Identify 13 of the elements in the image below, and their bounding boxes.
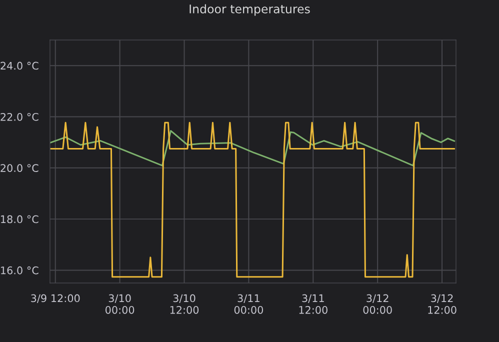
chart-title: Indoor temperatures (190, 4, 310, 16)
x-tick-label: 3/11 00:00 (234, 294, 264, 314)
x-tick-label: 3/10 00:00 (105, 294, 134, 314)
y-tick-label: 22.0 °C (0, 112, 38, 121)
y-tick-label: 18.0 °C (1, 215, 38, 224)
x-tick-label: 3/12 12:00 (428, 294, 456, 314)
x-tick-label: 3/11 12:00 (299, 294, 328, 314)
x-tick-label: 3/10 12:00 (170, 294, 199, 314)
x-tick-label: 3/9 12:00 (31, 294, 80, 303)
y-tick-label: 16.0 °C (1, 266, 38, 274)
y-tick-label: 20.0 °C (0, 164, 38, 172)
y-tick-label: 24.0 °C (0, 62, 38, 70)
x-tick-label: 3/12 00:00 (363, 294, 392, 314)
